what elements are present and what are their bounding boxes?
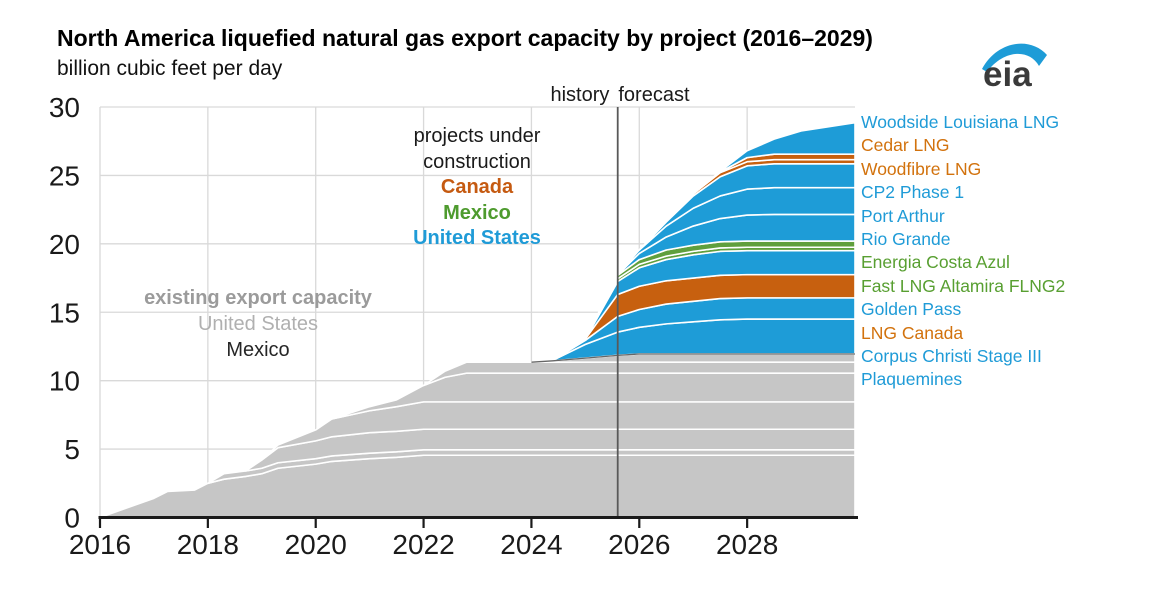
construction-mexico-label: Mexico (443, 201, 511, 224)
legend-item-woodfibre-lng: Woodfibre LNG (861, 158, 982, 179)
legend-item-woodside-louisiana-lng: Woodside Louisiana LNG (861, 112, 1060, 132)
axis-units-subtitle: billion cubic feet per day (57, 57, 283, 80)
series-woodside-louisiana-lng (692, 121, 856, 195)
x-tick-label: 2022 (392, 529, 454, 560)
eia-swoosh-icon (982, 43, 1047, 72)
x-tick-label: 2028 (716, 529, 778, 560)
legend-item-energia-costa-azul: Energia Costa Azul (861, 252, 1010, 273)
x-tick-label: 2026 (608, 529, 670, 560)
legend-item-rio-grande: Rio Grande (861, 229, 951, 250)
construction-annotation: projects under construction Canada Mexic… (413, 124, 541, 252)
x-tick-label: 2016 (69, 529, 131, 560)
existing-capacity-annotation: existing export capacity United States M… (144, 285, 372, 363)
y-tick-label: 0 (64, 503, 80, 534)
existing-top-edge (531, 353, 855, 363)
construction-annotation-line1: projects under (413, 125, 541, 147)
y-tick-label: 30 (49, 92, 80, 123)
history-label: history (550, 84, 610, 106)
legend-item-cedar-lng: Cedar LNG (861, 135, 950, 156)
y-tick-label: 20 (49, 229, 80, 260)
page-title: North America liquefied natural gas expo… (57, 25, 873, 51)
legend-item-fast-lng-altamira-flng2: Fast LNG Altamira FLNG2 (861, 275, 1066, 296)
y-tick-label: 25 (49, 160, 80, 191)
legend-item-golden-pass: Golden Pass (861, 299, 962, 320)
eia-logo: eia (981, 35, 1051, 94)
legend-item-port-arthur: Port Arthur (861, 205, 945, 226)
construction-annotation-line2: construction (423, 150, 531, 173)
existing-united-states-label: United States (197, 313, 319, 335)
legend: Woodside Louisiana LNG Cedar LNG Woodfibre… (861, 111, 1065, 392)
construction-united-states-label: United States (413, 227, 541, 249)
series-existing-1 (99, 454, 856, 519)
y-tick-label: 15 (49, 297, 80, 328)
legend-item-lng-canada: LNG Canada (861, 322, 964, 343)
construction-canada-label: Canada (440, 176, 514, 198)
legend-item-corpus-christi-stage-3: Corpus Christi Stage III (861, 346, 1042, 367)
eia-logo-text: eia (983, 55, 1032, 89)
y-tick-label: 5 (64, 434, 80, 465)
legend-item-cp2-phase-1: CP2 Phase 1 (861, 182, 965, 203)
y-tick-label: 10 (49, 366, 80, 397)
x-tick-label: 2024 (500, 529, 562, 560)
legend-item-plaquemines: Plaquemines (861, 369, 963, 390)
history-forecast-label: history forecast (550, 84, 689, 107)
x-tick-label: 2018 (177, 529, 239, 560)
existing-mexico-label: Mexico (226, 339, 290, 361)
x-tick-label: 2020 (285, 529, 347, 560)
eia-logo-graphic: eia (982, 43, 1047, 94)
existing-capacity-title: existing export capacity (144, 287, 372, 309)
forecast-label: forecast (618, 84, 690, 106)
